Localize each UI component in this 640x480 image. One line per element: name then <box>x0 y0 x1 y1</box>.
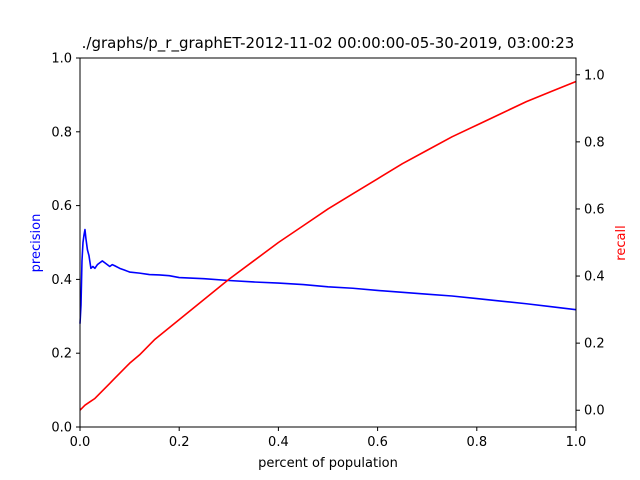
axes-frame <box>79 57 577 428</box>
x-tick-label: 0.8 <box>466 435 487 450</box>
x-tick-label: 0.2 <box>169 435 190 450</box>
plot-area <box>79 80 577 411</box>
left-y-tick-label: 0.6 <box>51 199 72 214</box>
left-y-tick-label: 0.0 <box>51 421 72 436</box>
x-tick-label: 0.6 <box>367 435 388 450</box>
right-y-tick-label: 0.6 <box>584 202 605 217</box>
right-y-tick-label: 1.0 <box>584 68 605 83</box>
recall-series-line <box>79 80 577 411</box>
chart-title: ./graphs/p_r_graphET-2012-11-02 00:00:00… <box>82 34 575 53</box>
x-tick-label: 0.4 <box>268 435 289 450</box>
right-y-tick-label: 0.0 <box>584 404 605 419</box>
left-y-tick-label: 0.4 <box>51 273 72 288</box>
x-tick-label: 1.0 <box>566 435 587 450</box>
left-y-tick-label: 0.8 <box>51 125 72 140</box>
right-y-tick-label: 0.8 <box>584 135 605 150</box>
precision-series-line <box>79 228 577 324</box>
right-y-tick-label: 0.4 <box>584 270 605 285</box>
right-y-tick-label: 0.2 <box>584 337 605 352</box>
axes: 0.0 0.2 0.4 0.6 0.8 1.0 0.0 0.2 0.4 0.6 0.8 1.0 0.0 0… <box>51 52 604 451</box>
right-y-axis-label: recall <box>614 225 629 260</box>
x-axis-label: percent of population <box>258 456 398 471</box>
x-tick-label: 0.0 <box>70 435 91 450</box>
left-y-axis-label: precision <box>29 214 44 273</box>
left-y-tick-label: 0.2 <box>51 347 72 362</box>
left-y-tick-label: 1.0 <box>51 52 72 67</box>
